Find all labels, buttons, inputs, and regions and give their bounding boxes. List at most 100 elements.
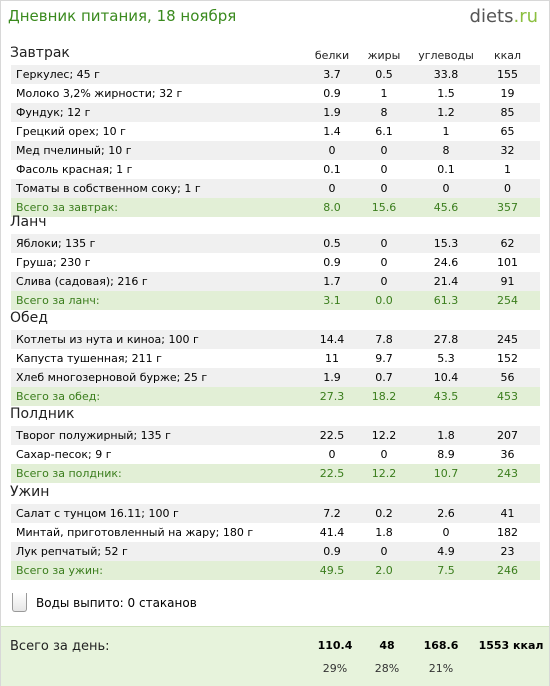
meal-total-row: Всего за ужин: 49.5 2.0 7.5 246: [11, 561, 540, 580]
fat-value: 12.2: [371, 429, 397, 442]
food-row[interactable]: Фундук; 12 г 1.9 8 1.2 85: [11, 103, 540, 122]
day-kcal: 1553 ккал: [478, 639, 544, 652]
carbs-value: 1.5: [437, 87, 455, 100]
protein-value: 0: [328, 182, 336, 195]
fat-value: 0: [380, 256, 388, 269]
food-row[interactable]: Капуста тушенная; 211 г 11 9.7 5.3 152: [11, 349, 540, 368]
meal-title: Ланч: [10, 214, 47, 230]
food-row[interactable]: Хлеб многозерновой бурже; 25 г 1.9 0.7 10.4…: [11, 368, 540, 387]
meal-total-row: Всего за полдник: 22.5 12.2 10.7 243: [11, 464, 540, 483]
kcal-value: 155: [497, 68, 518, 81]
page-title: Дневник питания, 18 ноября: [8, 7, 237, 25]
fat-value: 0: [380, 237, 388, 250]
fat-value: 0: [380, 275, 388, 288]
site-logo[interactable]: diets.ru: [470, 6, 538, 27]
food-name: Фасоль красная; 1 г: [16, 163, 133, 176]
day-fat: 48: [379, 639, 395, 652]
meal-total-label: Всего за ужин:: [16, 564, 103, 577]
carbs-value: 10.4: [433, 371, 459, 384]
protein-value: 8.0: [323, 201, 341, 214]
food-row[interactable]: Геркулес; 45 г 3.7 0.5 33.8 155: [11, 65, 540, 84]
kcal-value: 0: [504, 182, 511, 195]
food-name: Грецкий орех; 10 г: [16, 125, 126, 138]
food-name: Творог полужирный; 135 г: [16, 429, 171, 442]
kcal-value: 246: [497, 564, 518, 577]
fat-value: 0: [380, 144, 388, 157]
fat-value: 1.8: [375, 526, 393, 539]
food-row[interactable]: Слива (садовая); 216 г 1.7 0 21.4 91: [11, 272, 540, 291]
meal-total-row: Всего за обед: 27.3 18.2 43.5 453: [11, 387, 540, 406]
food-row[interactable]: Творог полужирный; 135 г 22.5 12.2 1.8 207: [11, 426, 540, 445]
kcal-value: 65: [500, 125, 515, 138]
protein-value: 14.4: [319, 333, 345, 346]
kcal-value: 245: [497, 333, 518, 346]
carbs-value: 8.9: [437, 448, 455, 461]
column-header-carbs: углеводы: [418, 49, 474, 62]
kcal-value: 207: [497, 429, 518, 442]
meal-title: Завтрак: [10, 45, 70, 61]
meal-total-label: Всего за завтрак:: [16, 201, 119, 214]
day-total-label: Всего за день:: [10, 639, 110, 654]
carbs-value: 1: [442, 125, 450, 138]
protein-value: 1.7: [323, 275, 341, 288]
meal-total-label: Всего за обед:: [16, 390, 101, 403]
food-row[interactable]: Мед пчелиный; 10 г 0 0 8 32: [11, 141, 540, 160]
protein-value: 0: [328, 448, 336, 461]
food-name: Минтай, приготовленный на жару; 180 г: [16, 526, 254, 539]
day-fat-pct: 28%: [374, 662, 400, 675]
carbs-value: 24.6: [433, 256, 459, 269]
carbs-value: 45.6: [433, 201, 459, 214]
protein-value: 0.5: [323, 237, 341, 250]
protein-value: 7.2: [323, 507, 341, 520]
fat-value: 6.1: [375, 125, 393, 138]
food-row[interactable]: Томаты в собственном соку; 1 г 0 0 0 0: [11, 179, 540, 198]
protein-value: 3.7: [323, 68, 341, 81]
kcal-value: 36: [500, 448, 515, 461]
meal-title: Ужин: [10, 484, 50, 500]
food-name: Геркулес; 45 г: [16, 68, 100, 81]
carbs-value: 0: [442, 526, 450, 539]
food-row[interactable]: Котлеты из нута и киноа; 100 г 14.4 7.8 27.…: [11, 330, 540, 349]
food-row[interactable]: Салат с тунцом 16.11; 100 г 7.2 0.2 2.6 41: [11, 504, 540, 523]
carbs-value: 15.3: [433, 237, 459, 250]
carbs-value: 21.4: [433, 275, 459, 288]
meal-total-label: Всего за полдник:: [16, 467, 122, 480]
day-protein: 110.4: [317, 639, 353, 652]
carbs-value: 2.6: [437, 507, 455, 520]
kcal-value: 254: [497, 294, 518, 307]
food-row[interactable]: Молоко 3,2% жирности; 32 г 0.9 1 1.5 19: [11, 84, 540, 103]
fat-value: 12.2: [371, 467, 397, 480]
protein-value: 49.5: [319, 564, 345, 577]
food-row[interactable]: Минтай, приготовленный на жару; 180 г 41.…: [11, 523, 540, 542]
kcal-value: 85: [500, 106, 515, 119]
carbs-value: 33.8: [433, 68, 459, 81]
food-name: Салат с тунцом 16.11; 100 г: [16, 507, 179, 520]
day-carbs: 168.6: [423, 639, 459, 652]
kcal-value: 152: [497, 352, 518, 365]
logo-suffix: .ru: [513, 6, 538, 27]
kcal-value: 62: [500, 237, 515, 250]
food-row[interactable]: Грецкий орех; 10 г 1.4 6.1 1 65: [11, 122, 540, 141]
food-name: Лук репчатый; 52 г: [16, 545, 128, 558]
food-name: Фундук; 12 г: [16, 106, 91, 119]
food-row[interactable]: Фасоль красная; 1 г 0.1 0 0.1 1: [11, 160, 540, 179]
meal-title: Полдник: [10, 406, 75, 422]
kcal-value: 23: [500, 545, 515, 558]
meal-total-row: Всего за ланч: 3.1 0.0 61.3 254: [11, 291, 540, 310]
kcal-value: 41: [500, 507, 515, 520]
protein-value: 27.3: [319, 390, 345, 403]
fat-value: 18.2: [371, 390, 397, 403]
protein-value: 0.9: [323, 545, 341, 558]
food-row[interactable]: Яблоки; 135 г 0.5 0 15.3 62: [11, 234, 540, 253]
food-row[interactable]: Лук репчатый; 52 г 0.9 0 4.9 23: [11, 542, 540, 561]
food-name: Яблоки; 135 г: [16, 237, 96, 250]
protein-value: 22.5: [319, 429, 345, 442]
food-row[interactable]: Сахар-песок; 9 г 0 0 8.9 36: [11, 445, 540, 464]
meal-total-label: Всего за ланч:: [16, 294, 100, 307]
fat-value: 2.0: [375, 564, 393, 577]
carbs-value: 5.3: [437, 352, 455, 365]
food-row[interactable]: Груша; 230 г 0.9 0 24.6 101: [11, 253, 540, 272]
protein-value: 41.4: [319, 526, 345, 539]
fat-value: 15.6: [371, 201, 397, 214]
kcal-value: 243: [497, 467, 518, 480]
